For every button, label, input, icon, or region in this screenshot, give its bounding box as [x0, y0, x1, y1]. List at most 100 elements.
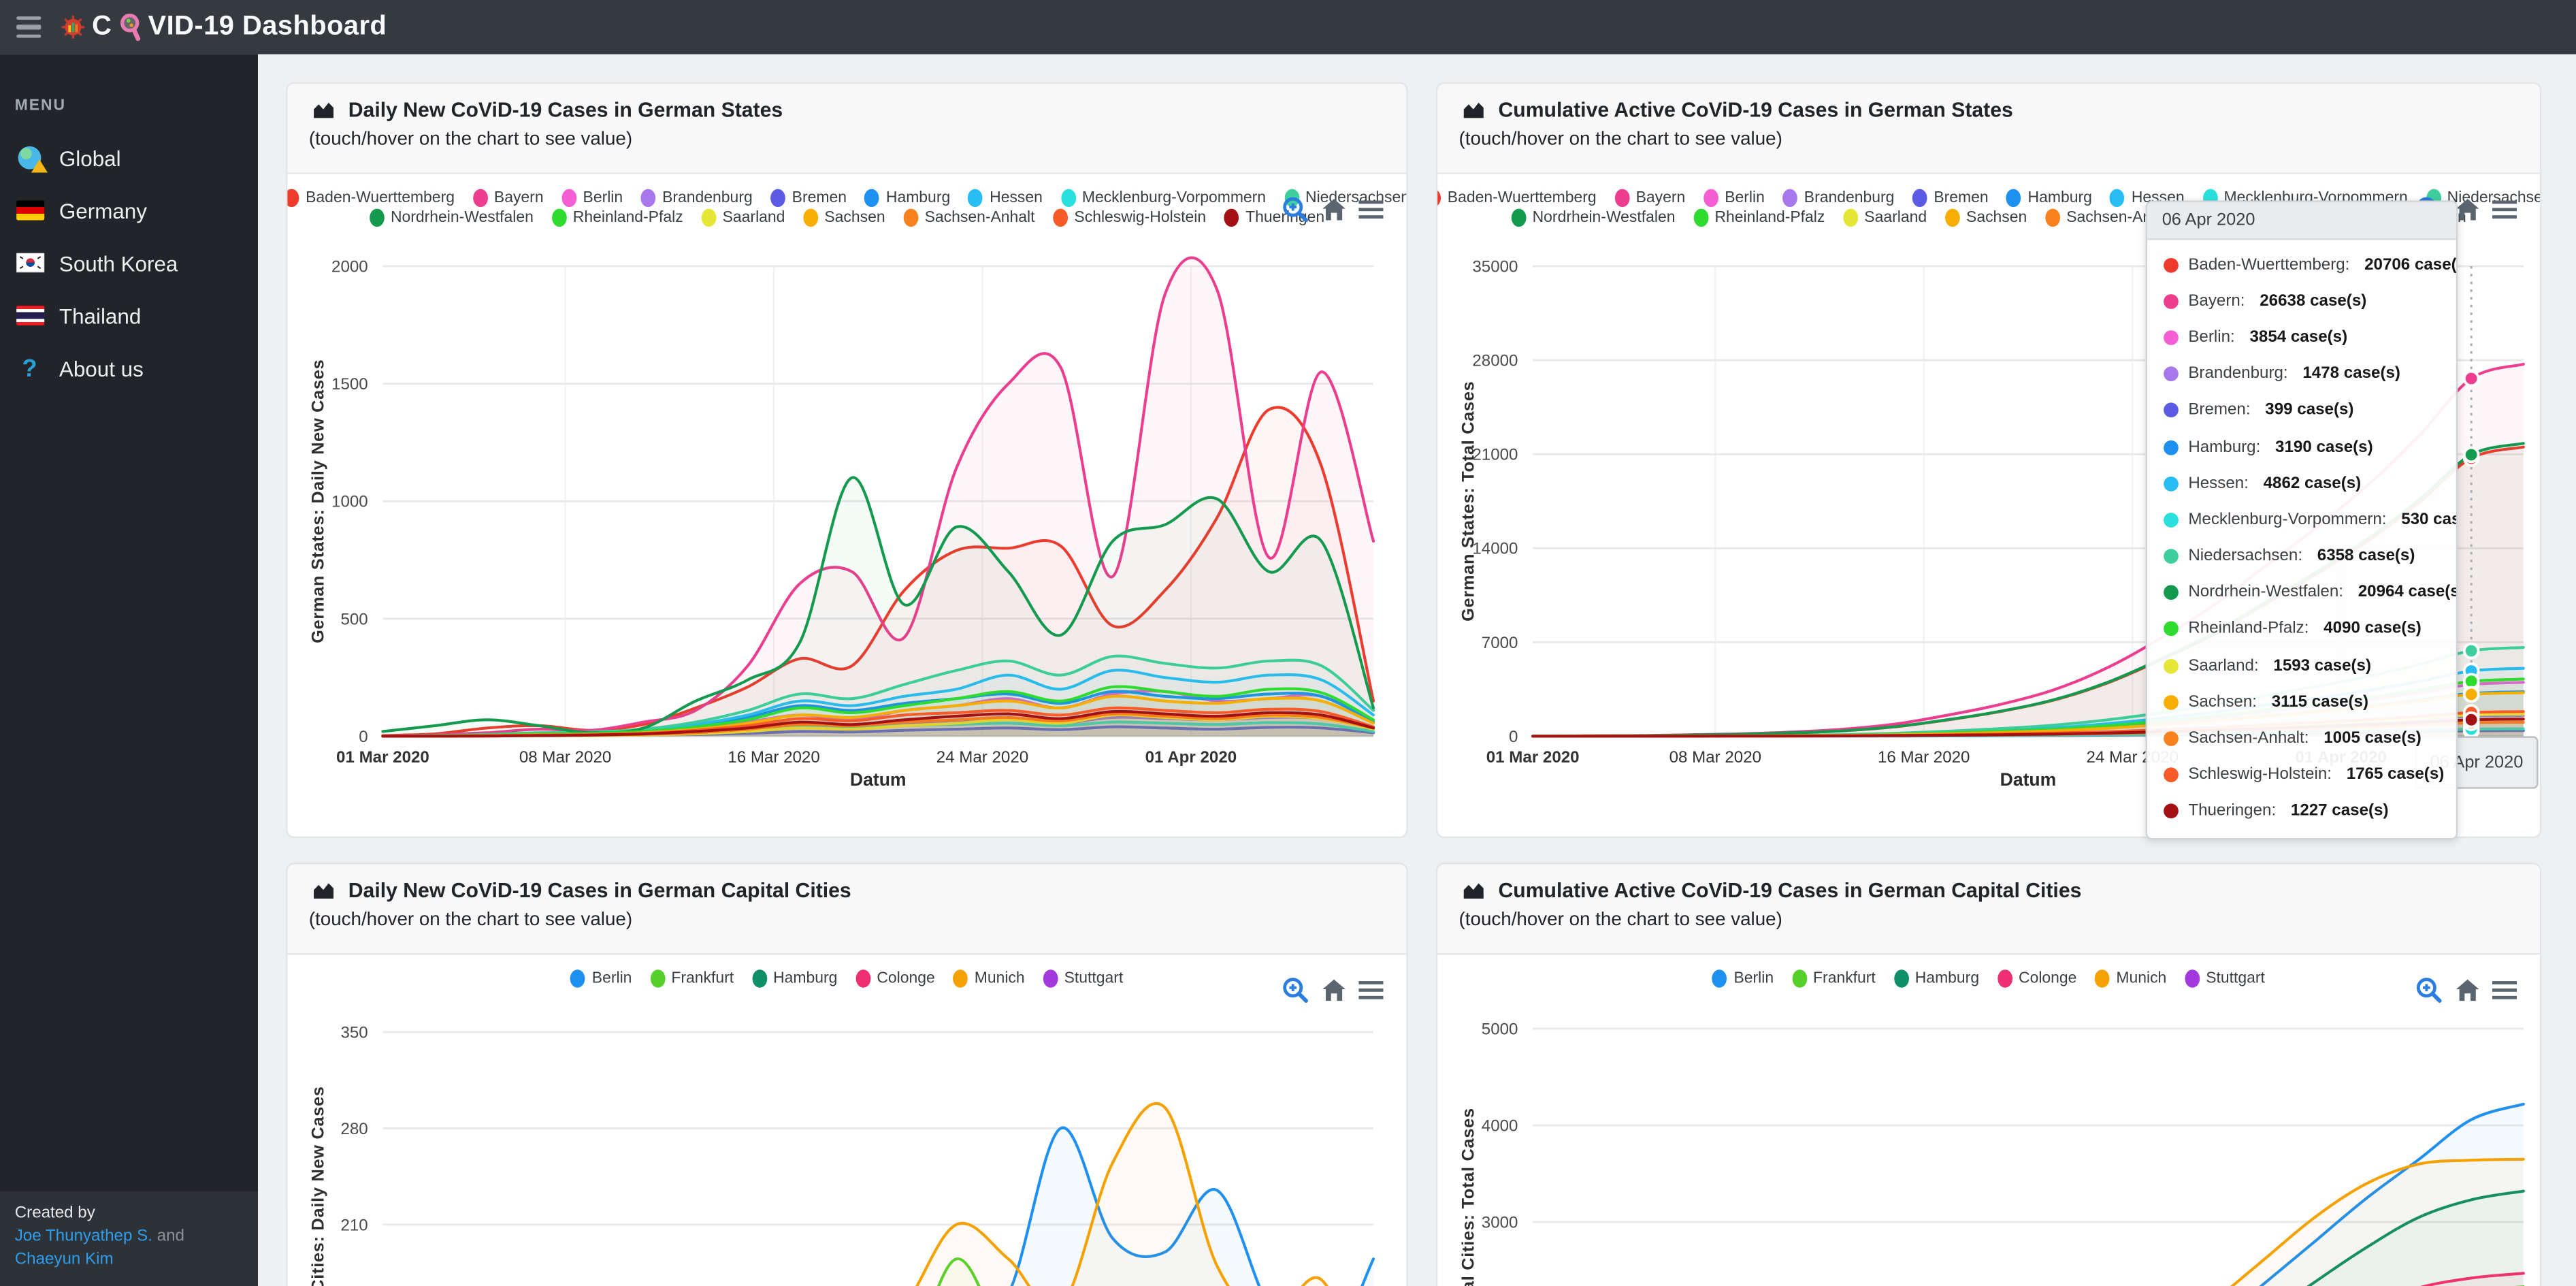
legend-item-stuttgart[interactable]: Stuttgart	[2184, 969, 2265, 988]
legend-item-saarland[interactable]: Saarland	[1842, 208, 1927, 227]
sidebar-toggle-hamburger-icon[interactable]	[16, 16, 42, 38]
legend-item-mecklenburg-vorpommern[interactable]: Mecklenburg-Vorpommern	[1060, 189, 1266, 208]
legend-color-dot	[1703, 189, 1718, 208]
sidebar-item-label: About us	[59, 355, 144, 381]
legend-item-saarland[interactable]: Saarland	[701, 208, 785, 227]
tooltip-row: Schleswig-Holstein: 1765 case(s)	[2147, 757, 2456, 794]
tooltip-series-value: 4862 case(s)	[2263, 474, 2362, 493]
legend-item-stuttgart[interactable]: Stuttgart	[1043, 969, 1123, 988]
legend-item-brandenburg[interactable]: Brandenburg	[640, 189, 753, 208]
author-link-1[interactable]: Joe Thunyathep S.	[14, 1227, 152, 1247]
legend-item-hamburg[interactable]: Hamburg	[751, 969, 837, 988]
tooltip-series-name: Nordrhein-Westfalen:	[2188, 583, 2343, 602]
app-brand[interactable]: C VID-19 Dashboard	[57, 12, 387, 43]
zoom-in-icon[interactable]	[2415, 976, 2443, 1004]
sidebar-item-about-us[interactable]: ? About us	[0, 342, 258, 394]
hamburger-icon[interactable]	[1358, 199, 1384, 220]
series-color-dot	[2164, 512, 2179, 528]
hamburger-icon[interactable]	[1358, 980, 1384, 1001]
chart-area[interactable]: Berlin Frankfurt Hamburg Colonge Munich Stutt…	[287, 954, 1407, 1286]
series-color-dot	[2164, 293, 2179, 309]
card-subtitle: (touch/hover on the chart to see value)	[1458, 910, 1782, 930]
legend-item-berlin[interactable]: Berlin	[1712, 969, 1774, 988]
legend-label: Stuttgart	[2206, 969, 2265, 988]
legend-color-dot	[1437, 189, 1441, 208]
card-header: Daily New CoViD-19 Cases in German State…	[287, 84, 1407, 174]
legend-label: Bayern	[493, 189, 544, 208]
legend-item-frankfurt[interactable]: Frankfurt	[650, 969, 734, 988]
legend-item-sachsen[interactable]: Sachsen	[802, 208, 885, 227]
chart-hover-tooltip: 06 Apr 2020 Baden-Wuerttemberg: 20706 cas…	[2145, 200, 2458, 840]
tooltip-row: Saarland: 1593 case(s)	[2147, 647, 2456, 684]
home-icon[interactable]	[2454, 978, 2481, 1002]
legend-item-nordrhein-westfalen[interactable]: Nordrhein-Westfalen	[369, 208, 534, 227]
legend-item-bayern[interactable]: Bayern	[1614, 189, 1685, 208]
legend-item-munich[interactable]: Munich	[2094, 969, 2167, 988]
line-chart-svg[interactable]: 0 500 1000 1500 2000 01 Mar 2020 08 Mar 2020 16…	[287, 174, 1403, 837]
legend-item-nordrhein-westfalen[interactable]: Nordrhein-Westfalen	[1511, 208, 1676, 227]
sidebar-item-south-korea[interactable]: South Korea	[0, 237, 258, 289]
tooltip-row: Brandenburg: 1478 case(s)	[2147, 356, 2456, 393]
home-icon[interactable]	[2454, 197, 2481, 222]
legend-color-dot	[903, 208, 918, 227]
legend-color-dot	[1043, 969, 1058, 988]
line-chart-svg[interactable]: 210 280 350 German Capital Cities: Daily Ne…	[287, 954, 1403, 1286]
legend-item-brandenburg[interactable]: Brandenburg	[1782, 189, 1894, 208]
legend-item-munich[interactable]: Munich	[953, 969, 1025, 988]
sidebar-item-label: South Korea	[59, 251, 178, 276]
legend-item-schleswig-holstein[interactable]: Schleswig-Holstein	[1053, 208, 1207, 227]
legend-item-baden-wuerttemberg[interactable]: Baden-Wuerttemberg	[287, 189, 455, 208]
line-chart-svg[interactable]: 3000 4000 5000 German Capital Cities: Total…	[1437, 954, 2537, 1286]
svg-text:01 Mar 2020: 01 Mar 2020	[1486, 748, 1580, 767]
tooltip-row: Bayern: 26638 case(s)	[2147, 283, 2456, 320]
sidebar-item-thailand[interactable]: Thailand	[0, 289, 258, 342]
tooltip-series-value: 1478 case(s)	[2302, 365, 2400, 383]
legend-item-bremen[interactable]: Bremen	[770, 189, 847, 208]
legend-item-hessen[interactable]: Hessen	[968, 189, 1043, 208]
home-icon[interactable]	[1321, 978, 1348, 1002]
legend-item-rheinland-pfalz[interactable]: Rheinland-Pfalz	[551, 208, 683, 227]
legend-item-baden-wuerttemberg[interactable]: Baden-Wuerttemberg	[1437, 189, 1597, 208]
zoom-in-icon[interactable]	[1282, 976, 1309, 1004]
sidebar-item-global[interactable]: Global	[0, 131, 258, 184]
chart-legend: Baden-Wuerttemberg Bayern Berlin Brandenbur…	[287, 189, 1406, 227]
and-label: and	[157, 1227, 184, 1247]
tooltip-series-value: 1765 case(s)	[2346, 766, 2445, 784]
legend-label: Bremen	[1934, 189, 1989, 208]
chart-area[interactable]: Baden-Wuerttemberg Bayern Berlin Brandenbur…	[287, 174, 1407, 837]
legend-label: Schleswig-Holstein	[1074, 208, 1207, 227]
svg-text:0: 0	[359, 728, 368, 746]
sidebar-item-germany[interactable]: Germany	[0, 184, 258, 236]
legend-label: Stuttgart	[1064, 969, 1124, 988]
legend-item-rheinland-pfalz[interactable]: Rheinland-Pfalz	[1693, 208, 1825, 227]
legend-color-dot	[968, 189, 983, 208]
author-link-2[interactable]: Chaeyun Kim	[14, 1251, 114, 1270]
legend-item-berlin[interactable]: Berlin	[561, 189, 623, 208]
chart-area[interactable]: Berlin Frankfurt Hamburg Colonge Munich Stutt…	[1437, 954, 2540, 1286]
legend-item-sachsen[interactable]: Sachsen	[1944, 208, 2027, 227]
hamburger-icon[interactable]	[2492, 199, 2517, 220]
legend-color-dot	[1944, 208, 1960, 227]
home-icon[interactable]	[1321, 197, 1348, 222]
legend-item-colonge[interactable]: Colonge	[1997, 969, 2076, 988]
svg-text:German States: Daily New Cases: German States: Daily New Cases	[309, 359, 328, 643]
legend-item-hamburg[interactable]: Hamburg	[1893, 969, 1979, 988]
legend-item-sachsen-anhalt[interactable]: Sachsen-Anhalt	[903, 208, 1034, 227]
svg-text:16 Mar 2020: 16 Mar 2020	[728, 748, 819, 767]
series-color-dot	[2164, 731, 2179, 746]
zoom-in-icon[interactable]	[1282, 195, 1309, 223]
legend-color-dot	[551, 208, 567, 227]
legend-item-bayern[interactable]: Bayern	[472, 189, 544, 208]
legend-item-berlin[interactable]: Berlin	[570, 969, 632, 988]
legend-item-bremen[interactable]: Bremen	[1912, 189, 1989, 208]
legend-item-colonge[interactable]: Colonge	[855, 969, 935, 988]
legend-item-frankfurt[interactable]: Frankfurt	[1791, 969, 1876, 988]
legend-label: Sachsen	[824, 208, 885, 227]
legend-item-hamburg[interactable]: Hamburg	[864, 189, 950, 208]
legend-item-berlin[interactable]: Berlin	[1703, 189, 1765, 208]
legend-label: Saarland	[722, 208, 785, 227]
south-korea-flag-icon	[15, 251, 44, 274]
legend-label: Munich	[2116, 969, 2167, 988]
hamburger-icon[interactable]	[2492, 980, 2517, 1001]
legend-item-hamburg[interactable]: Hamburg	[2006, 189, 2092, 208]
